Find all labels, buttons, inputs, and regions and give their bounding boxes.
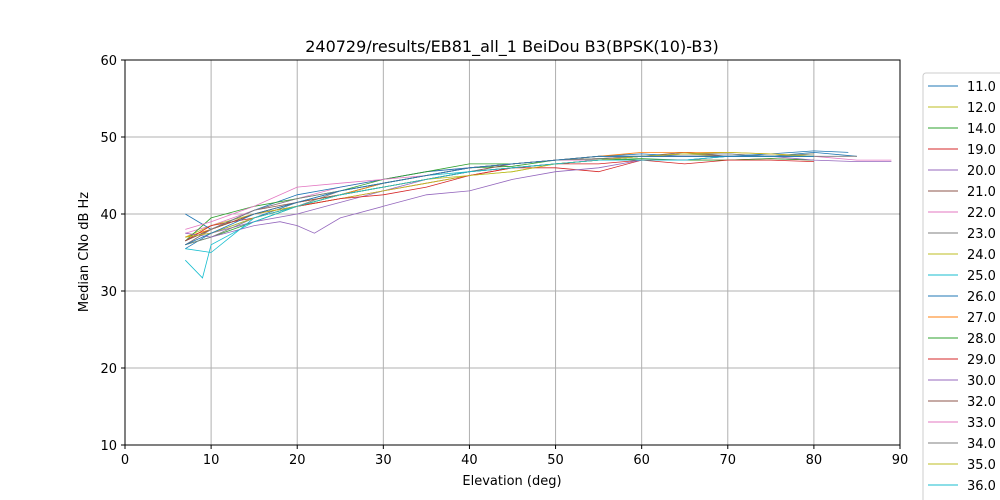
series-line-24.0 bbox=[185, 155, 814, 238]
legend-item: 22.0 bbox=[928, 206, 996, 221]
legend-item: 33.0 bbox=[928, 416, 996, 431]
y-tick-label: 50 bbox=[100, 131, 117, 146]
series-line-20.0 bbox=[185, 155, 814, 238]
legend-item: 25.0 bbox=[928, 269, 996, 284]
legend-item: 36.0 bbox=[928, 479, 996, 494]
legend-box bbox=[922, 72, 1000, 500]
x-tick-label: 30 bbox=[375, 453, 392, 468]
series-line-36.0 bbox=[185, 155, 814, 253]
legend-item: 28.0 bbox=[928, 332, 996, 347]
legend-label: 19.0 bbox=[967, 143, 996, 158]
axis-ticks: 0 10 20 30 40 50 60 70 80 90 10 20 30 40 50 60 bbox=[100, 54, 908, 468]
legend-label: 12.0 bbox=[967, 101, 996, 116]
x-tick-label: 10 bbox=[203, 453, 220, 468]
series-line-37.0 bbox=[185, 155, 814, 246]
x-tick-label: 70 bbox=[720, 453, 737, 468]
x-tick-label: 90 bbox=[892, 453, 909, 468]
series-line-26.0 bbox=[185, 150, 849, 230]
y-tick-label: 40 bbox=[100, 208, 117, 223]
legend-label: 23.0 bbox=[967, 227, 996, 242]
chart-title: 240729/results/EB81_all_1 BeiDou B3(BPSK… bbox=[305, 37, 719, 57]
legend-item: 35.0 bbox=[928, 458, 996, 473]
y-axis-label: Median CNo dB Hz bbox=[77, 192, 92, 312]
x-tick-label: 40 bbox=[461, 453, 478, 468]
legend-label: 34.0 bbox=[967, 437, 996, 452]
series-line-33.0 bbox=[185, 155, 814, 230]
legend-item: 27.0 bbox=[928, 311, 996, 326]
legend-label: 25.0 bbox=[967, 269, 996, 284]
legend-label: 29.0 bbox=[967, 353, 996, 368]
legend-item: 26.0 bbox=[928, 290, 996, 305]
legend-item: 21.0 bbox=[928, 185, 996, 200]
legend-label: 11.0 bbox=[967, 80, 996, 95]
grid bbox=[124, 59, 901, 446]
legend-item: 14.0 bbox=[928, 122, 996, 137]
legend-label: 28.0 bbox=[967, 332, 996, 347]
y-tick-label: 60 bbox=[100, 54, 117, 69]
legend-label: 24.0 bbox=[967, 248, 996, 263]
x-tick-label: 60 bbox=[633, 453, 650, 468]
y-tick-label: 20 bbox=[100, 362, 117, 377]
legend-label: 27.0 bbox=[967, 311, 996, 326]
legend-label: 26.0 bbox=[967, 290, 996, 305]
legend-label: 35.0 bbox=[967, 458, 996, 473]
legend-item: 30.0 bbox=[928, 374, 996, 389]
series-line-21.0 bbox=[185, 151, 814, 242]
series-line-28.0 bbox=[185, 158, 814, 242]
legend-item: 34.0 bbox=[928, 437, 996, 452]
legend-label: 14.0 bbox=[967, 122, 996, 137]
legend-label: 36.0 bbox=[967, 479, 996, 494]
x-tick-label: 50 bbox=[547, 453, 564, 468]
legend-item: 11.0 bbox=[928, 80, 996, 95]
legend-item: 32.0 bbox=[928, 395, 996, 410]
series-line-14.0 bbox=[185, 155, 814, 246]
series-layer bbox=[185, 150, 892, 279]
series-line-29.0 bbox=[185, 159, 814, 242]
x-tick-label: 20 bbox=[289, 453, 306, 468]
legend-label: 30.0 bbox=[967, 374, 996, 389]
x-tick-label: 80 bbox=[806, 453, 823, 468]
legend-item: 24.0 bbox=[928, 248, 996, 263]
legend-label: 32.0 bbox=[967, 395, 996, 410]
x-axis-label: Elevation (deg) bbox=[462, 474, 561, 489]
plot-frame bbox=[124, 59, 901, 446]
legend-item: 19.0 bbox=[928, 143, 996, 158]
legend-item: 12.0 bbox=[928, 101, 996, 116]
legend-label: 22.0 bbox=[967, 206, 996, 221]
y-tick-label: 30 bbox=[100, 285, 117, 300]
legend-item: 20.0 bbox=[928, 164, 996, 179]
series-line-23.0 bbox=[185, 153, 814, 246]
legend-label: 33.0 bbox=[967, 416, 996, 431]
legend-item: 23.0 bbox=[928, 227, 996, 242]
legend: 11.0 12.0 14.0 19.0 20.0 21.0 22.0 23.0 24.0 25.0… bbox=[922, 72, 1000, 500]
legend-label: 20.0 bbox=[967, 164, 996, 179]
legend-label: 21.0 bbox=[967, 185, 996, 200]
y-tick-label: 10 bbox=[100, 439, 117, 454]
x-tick-label: 0 bbox=[121, 453, 129, 468]
legend-item: 29.0 bbox=[928, 353, 996, 368]
